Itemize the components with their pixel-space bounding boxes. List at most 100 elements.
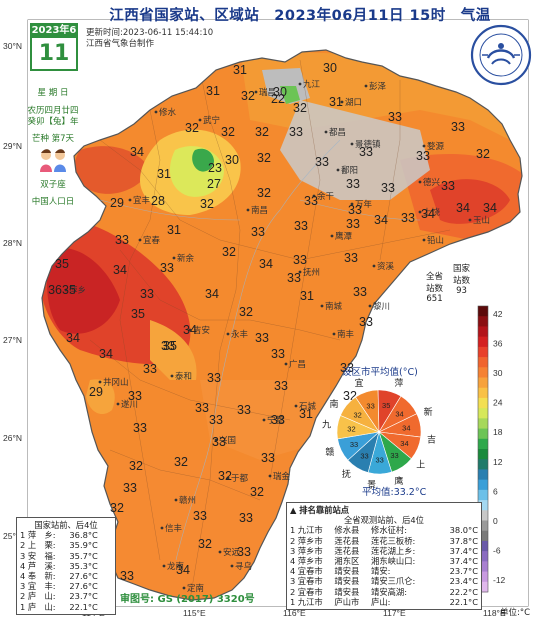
table-cell: 1 [290, 596, 296, 607]
city-dot [98, 380, 102, 384]
station-temperature-label: 30 [323, 61, 337, 75]
table-cell: 宜春市 [297, 586, 323, 597]
city-dot [246, 208, 250, 212]
city-dot [254, 90, 258, 94]
table-cell: 1 [20, 530, 26, 541]
colorbar-segment [478, 377, 488, 389]
table-row: 3 萍乡市 莲花县 莲花湖上乡: 37.4°C [290, 546, 478, 556]
station-temperature-label: 32 [257, 151, 271, 165]
station-temperature-label: 33 [388, 110, 402, 124]
table-cell: 靖安三爪仑: [371, 576, 416, 587]
table-cell: 38.0°C [449, 525, 478, 536]
table-cell: 湘东区 [334, 556, 360, 567]
longitude-label: 118°E [483, 608, 506, 618]
station-temperature-label: 32 [218, 469, 232, 483]
station-temperature-label: 33 [359, 145, 373, 159]
city-dot [214, 438, 218, 442]
city-dot [116, 402, 120, 406]
city-dot [128, 198, 132, 202]
station-temperature-label: 33 [289, 125, 303, 139]
station-temperature-label: 33 [287, 271, 301, 285]
city-name: 湖口 [345, 97, 362, 107]
city-name: 万年 [355, 199, 373, 209]
latitude-label: 29°N [3, 141, 22, 151]
pie-city-label: 宜 [355, 377, 364, 389]
pie-city-label: 吉 [427, 434, 436, 445]
station-temperature-label: 32 [222, 245, 236, 259]
station-temperature-label: 28 [151, 194, 165, 208]
pie-slice-value: 34 [395, 409, 403, 418]
table-cell: 庐山市 [334, 596, 360, 607]
update-info: 更新时间:2023-06-11 15:44:10 江西省气象台制作 [86, 28, 213, 50]
table-cell: 萍乡市 [297, 535, 323, 546]
city-name: 抚州 [303, 267, 320, 277]
colorbar-segment [478, 326, 488, 338]
colorbar-segment [478, 489, 488, 501]
table-cell: 23.7°C [69, 591, 98, 602]
map-review-number: 审图号: GS (2017) 3320号 [120, 594, 255, 605]
province-top-bottom-table: ▲ 排名靠前站点 全省观测站前、后4位 1 九江市 修水县 修水征村: 38.0°C 2 萍… [286, 502, 482, 611]
station-temperature-label: 23 [208, 161, 222, 175]
colorbar-segment [478, 469, 488, 481]
table-cell: 靖安县 [334, 576, 360, 587]
rivers [99, 139, 421, 561]
station-temperature-label: 32 [241, 89, 255, 103]
station-temperature-label: 33 [115, 233, 129, 247]
station-temperature-label: 34 [374, 213, 388, 227]
table-cell: 22.1°C [449, 596, 478, 607]
station-temperature-label: 33 [346, 177, 360, 191]
zodiac-twins-icon [36, 146, 70, 172]
city-dot [422, 144, 426, 148]
city-dot [468, 218, 472, 222]
station-temperature-label: 33 [209, 413, 223, 427]
colorbar-tick: 42 [493, 309, 503, 319]
station-temperature-label: 33 [193, 509, 207, 523]
colorbar-segment [478, 540, 488, 552]
triangle-icon: ▲ [290, 505, 300, 515]
colorbar-tick: 0 [493, 516, 498, 526]
table-cell: 2 [20, 540, 26, 551]
station-temperature-label: 33 [346, 217, 360, 231]
province-table-subtitle: 全省观测站前、后4位 [344, 515, 424, 526]
city-name: 鄱阳 [341, 165, 358, 175]
station-temperature-label: 33 [441, 179, 455, 193]
colorbar-segment [478, 336, 488, 348]
update-time: 更新时间:2023-06-11 15:44:10 [86, 28, 214, 38]
station-temperature-label: 33 [294, 219, 308, 233]
city-name: 都昌 [329, 127, 346, 137]
station-temperature-label: 32 [198, 537, 212, 551]
station-temperature-label: 31 [233, 63, 247, 77]
colorbar-tick: 18 [493, 427, 503, 437]
table-cell: 靖安县 [334, 566, 360, 577]
table-cell: 庐山: [371, 596, 391, 607]
table-cell: 37.4°C [449, 545, 478, 556]
table-cell: 宜 丰: [27, 581, 56, 592]
city-name: 南昌 [251, 205, 268, 215]
city-dot [262, 418, 266, 422]
table-row: 4 宜春市 靖安县 靖安: 23.7°C [290, 566, 478, 576]
colorbar-frame [477, 305, 489, 593]
station-temperature-label: 33 [212, 435, 226, 449]
city-name: 萍乡 [69, 285, 86, 295]
colorbar-tick: 6 [493, 486, 498, 496]
pie-slice-value: 33 [375, 456, 383, 465]
city-dot [336, 168, 340, 172]
table-cell: 莲花湖上乡: [371, 545, 416, 556]
longitude-label: 116°E [283, 608, 306, 618]
table-cell: 36.8°C [69, 530, 98, 541]
city-dot [154, 110, 158, 114]
pie-city-label: 鹰 [394, 475, 403, 487]
city-dot [198, 118, 202, 122]
station-temperature-label: 33 [261, 451, 275, 465]
station-temperature-label: 33 [123, 481, 137, 495]
city-dot [324, 130, 328, 134]
city-dot [160, 526, 164, 530]
station-temperature-label: 34 [113, 263, 127, 277]
table-cell: 靖安县 [334, 586, 360, 597]
city-name: 寻乌 [235, 561, 252, 571]
table-cell: 37.4°C [449, 556, 478, 567]
colorbar-segment [478, 479, 488, 491]
city-dot [170, 374, 174, 378]
